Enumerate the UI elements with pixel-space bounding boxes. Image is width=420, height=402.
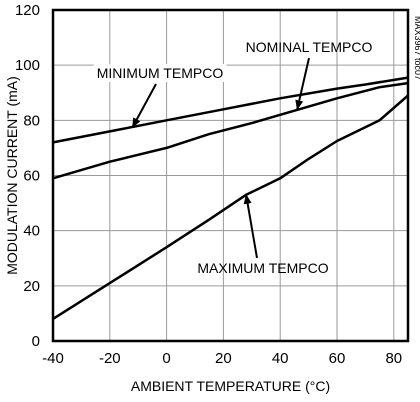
x-tick-label: 80 [385, 350, 402, 367]
plot-frame [51, 8, 410, 343]
y-tick-label: 40 [23, 223, 40, 240]
annotation-labels: MINIMUM TEMPCO NOMINAL TEMPCO MAXIMUM TE… [97, 39, 373, 276]
y-tick-labels: 0 20 40 60 80 100 120 [15, 2, 40, 350]
y-tick-label: 60 [23, 168, 40, 185]
y-tick-label: 20 [23, 278, 40, 295]
series-line-minimum-tempco [52, 76, 409, 144]
x-tick-label: 20 [215, 350, 232, 367]
x-tick-label: 40 [272, 350, 289, 367]
x-tick-label: -40 [42, 350, 64, 367]
y-tick-label: 0 [32, 333, 40, 350]
series-line-nominal-tempco [52, 81, 409, 180]
annotation-label-background [93, 64, 227, 82]
annotation-nominal-tempco: NOMINAL TEMPCO [246, 39, 373, 55]
annotation-arrow [295, 57, 310, 111]
y-tick-label: 80 [23, 112, 40, 129]
series-line-maximum-tempco [52, 94, 409, 320]
x-tick-label: 0 [162, 350, 170, 367]
y-axis-title: MODULATION CURRENT (mA) [4, 76, 20, 275]
x-tick-label: 60 [329, 350, 346, 367]
grid-lines [53, 10, 408, 341]
annotation-arrow [131, 83, 157, 129]
x-tick-labels: -40 -20 0 20 40 60 80 [42, 350, 402, 367]
annotation-arrow [243, 193, 258, 259]
annotation-maximum-tempco: MAXIMUM TEMPCO [197, 260, 328, 276]
x-tick-label: -20 [99, 350, 121, 367]
annotation-arrows [93, 57, 310, 259]
series-group [52, 76, 409, 320]
x-axis-title: AMBIENT TEMPERATURE (°C) [131, 378, 330, 394]
figure-id: MAX3967 toc07 [413, 16, 420, 80]
y-tick-label: 100 [15, 57, 40, 74]
annotation-minimum-tempco: MINIMUM TEMPCO [97, 65, 224, 81]
y-tick-label: 120 [15, 2, 40, 19]
